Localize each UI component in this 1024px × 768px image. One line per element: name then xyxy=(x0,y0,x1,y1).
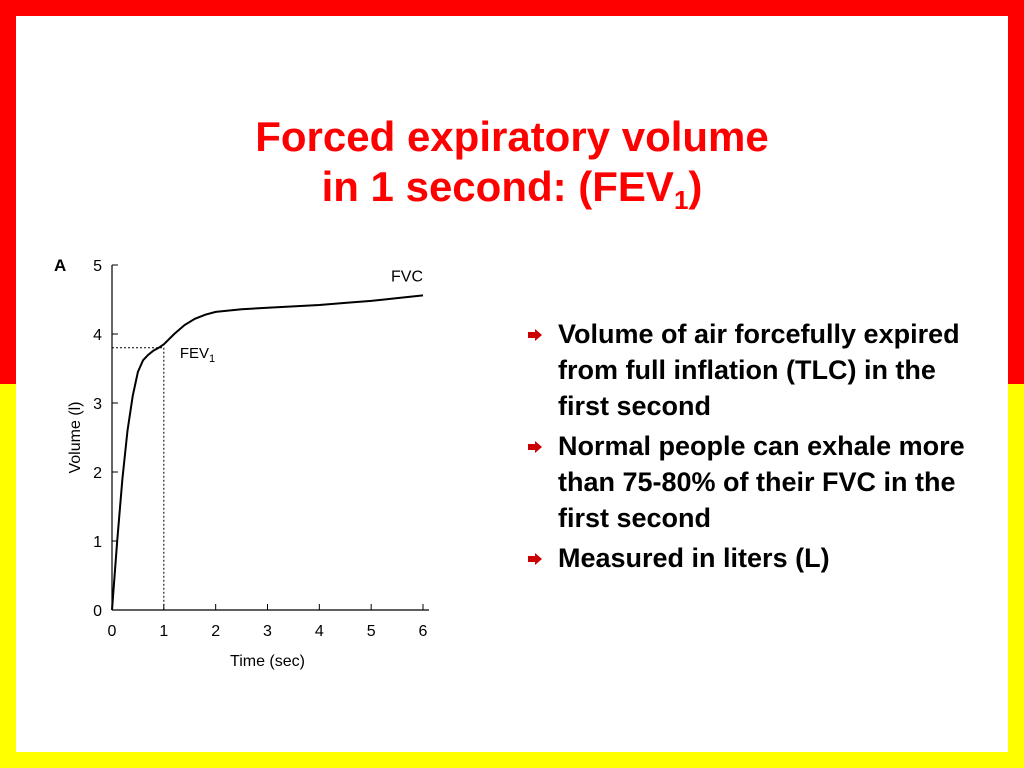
bullet-list: Volume of air forcefully expired from fu… xyxy=(528,316,978,580)
chart-plot-area: 0 1 2 3 4 5 0 1 2 3 4 5 6 Time (sec) Volume (l) A FVC FEV… xyxy=(54,256,429,670)
x-tick-label: 4 xyxy=(315,623,324,640)
bullet-item: Volume of air forcefully expired from fu… xyxy=(528,316,978,424)
series-label-fvc: FVC xyxy=(391,268,423,285)
y-tick-label: 0 xyxy=(93,603,102,620)
y-tick-label: 4 xyxy=(93,327,102,344)
y-axis-label: Volume (l) xyxy=(67,401,84,473)
bullet-text: Normal people can exhale more than 75-80… xyxy=(558,431,965,533)
x-tick-label: 6 xyxy=(419,623,428,640)
x-tick-label: 5 xyxy=(367,623,376,640)
fev1-annotation-subscript: 1 xyxy=(209,353,215,365)
bullet-text: Measured in liters (L) xyxy=(558,543,830,573)
y-tick-label: 1 xyxy=(93,534,102,551)
panel-label: A xyxy=(54,256,66,275)
slide-title: Forced expiratory volume in 1 second: (F… xyxy=(0,112,1024,213)
y-tick-label: 3 xyxy=(93,396,102,413)
arrow-bullet-icon xyxy=(528,553,542,565)
x-tick-label: 1 xyxy=(159,623,168,640)
bullet-item: Measured in liters (L) xyxy=(528,540,978,576)
fvc-curve xyxy=(111,294,424,611)
title-line-2-suffix: ) xyxy=(688,163,703,210)
title-line-2-prefix: in 1 second: (FEV xyxy=(321,163,674,210)
bullet-text: Volume of air forcefully expired from fu… xyxy=(558,319,960,421)
x-tick-label: 0 xyxy=(108,623,117,640)
title-subscript: 1 xyxy=(673,185,689,215)
y-tick-label: 5 xyxy=(93,258,102,275)
title-line-1: Forced expiratory volume xyxy=(255,113,769,160)
fev1-annotation-text: FEV xyxy=(180,345,209,362)
x-axis-label: Time (sec) xyxy=(230,653,305,670)
x-tick-label: 3 xyxy=(263,623,272,640)
x-tick-label: 2 xyxy=(211,623,220,640)
fev1-chart: 0 1 2 3 4 5 0 1 2 3 4 5 6 Time (sec) Volume (l) A FVC FEV… xyxy=(54,256,429,670)
title-line-2: in 1 second: (FEV1) xyxy=(321,163,703,213)
fev1-annotation: FEV1 xyxy=(180,345,215,365)
bullet-item: Normal people can exhale more than 75-80… xyxy=(528,428,978,536)
arrow-bullet-icon xyxy=(528,441,542,453)
slide-canvas xyxy=(16,16,1008,752)
y-tick-label: 2 xyxy=(93,465,102,482)
arrow-bullet-icon xyxy=(528,329,542,341)
